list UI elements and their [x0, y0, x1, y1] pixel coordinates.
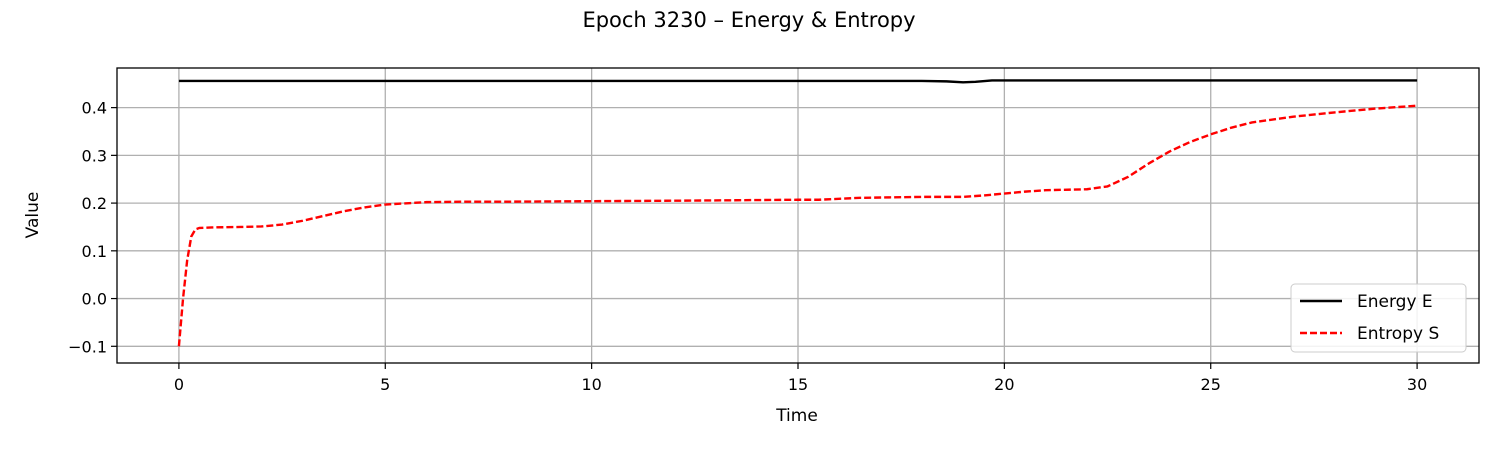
x-tick-label: 25 — [1201, 375, 1221, 394]
y-tick-label: 0.0 — [82, 290, 107, 309]
grid-lines — [117, 68, 1479, 363]
y-tick-label: 0.3 — [82, 146, 107, 165]
y-tick-label: 0.4 — [82, 99, 107, 118]
x-axis-label: Time — [775, 406, 818, 426]
legend: Energy E Entropy S — [1290, 283, 1467, 353]
y-axis-ticks: −0.1 0.0 0.1 0.2 0.3 0.4 — [68, 99, 117, 356]
legend-label-entropy: Entropy S — [1357, 324, 1439, 344]
y-tick-label: 0.2 — [82, 194, 107, 213]
x-tick-label: 5 — [380, 375, 390, 394]
legend-label-energy: Energy E — [1357, 292, 1433, 312]
series-line-entropy — [177, 104, 1418, 347]
x-axis-ticks: 0 5 10 15 20 25 30 — [174, 363, 1427, 394]
x-tick-label: 0 — [174, 375, 184, 394]
y-tick-label: −0.1 — [68, 337, 107, 356]
chart-title: Epoch 3230 – Energy & Entropy — [582, 8, 915, 32]
x-tick-label: 15 — [788, 375, 808, 394]
x-tick-label: 30 — [1407, 375, 1427, 394]
x-tick-label: 10 — [581, 375, 601, 394]
series-line-energy — [178, 79, 1418, 84]
y-tick-label: 0.1 — [82, 242, 107, 261]
series-lines — [177, 79, 1418, 347]
y-axis-label: Value — [23, 192, 43, 239]
x-tick-label: 20 — [994, 375, 1014, 394]
